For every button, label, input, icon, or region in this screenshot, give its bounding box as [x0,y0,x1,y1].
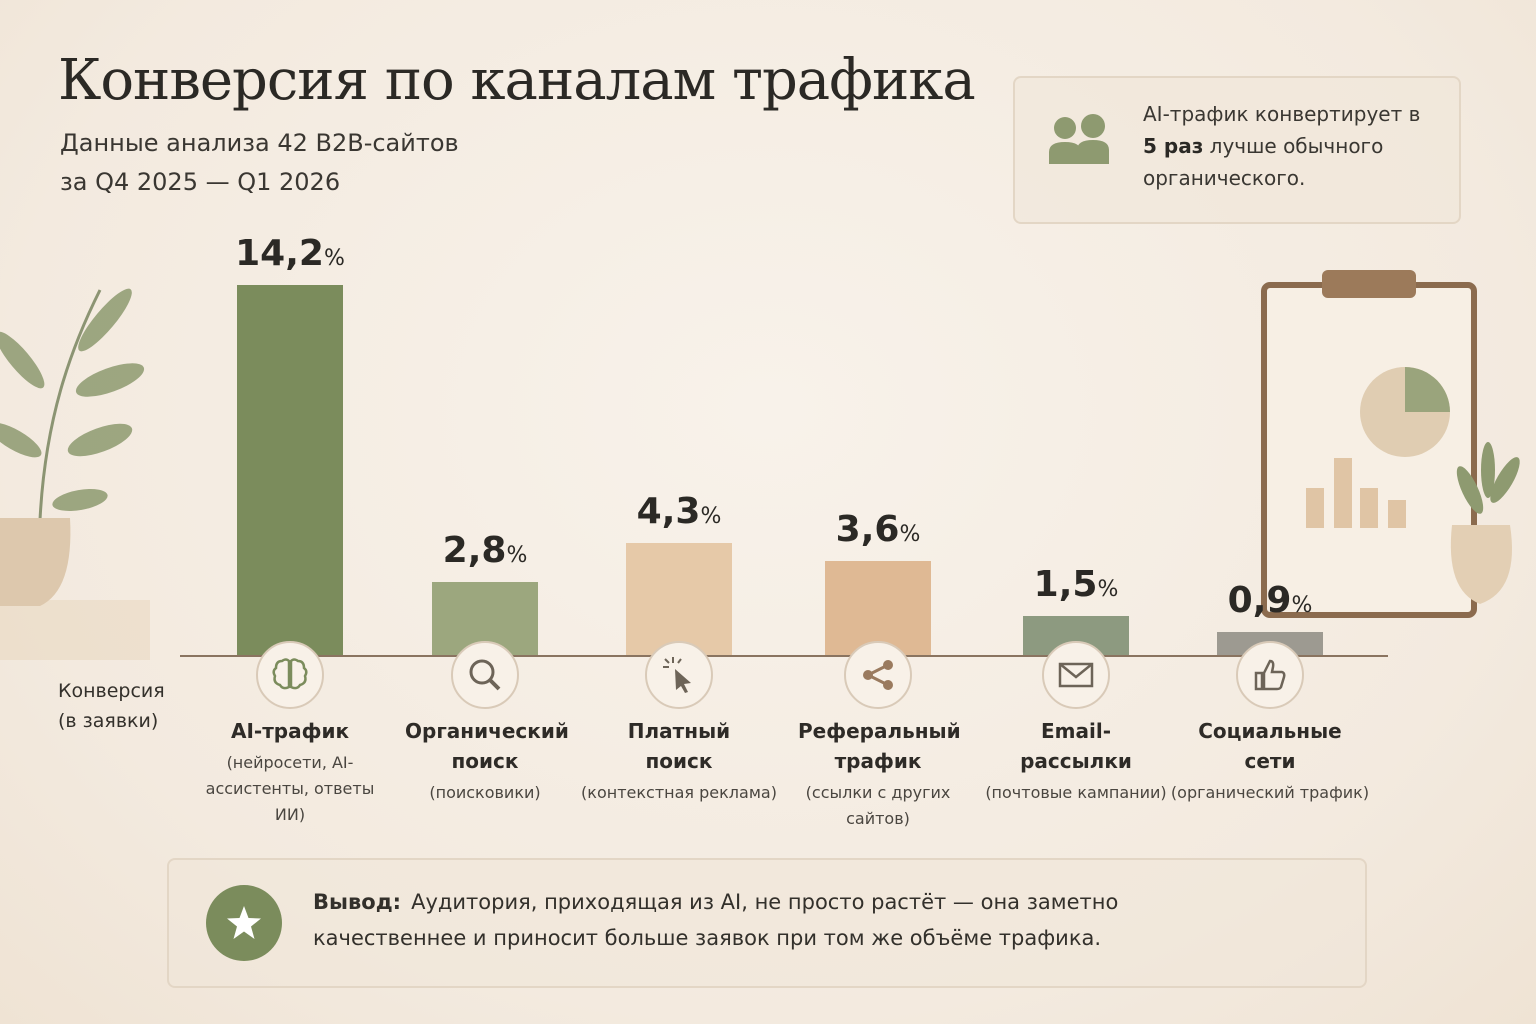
value-unit: % [1291,592,1313,618]
conclusion: Вывод: Аудитория, приходящая из AI, не пр… [167,858,1367,988]
value-number: 0,9 [1227,579,1292,621]
category-name: Платный поиск [627,719,731,773]
y-axis-label-line: (в заявки) [58,710,159,732]
value-unit: % [506,543,528,569]
category-name: Реферальный трафик [798,719,961,773]
category-description: (нейросети, AI-ассистенты, ответы ИИ) [205,753,375,824]
bar [825,561,931,655]
category-label: Платный поиск (контекстная реклама) [569,716,789,806]
subtitle-line: Данные анализа 42 B2B-сайтов [60,129,459,157]
callout-after: лучше обычного органического. [1143,134,1384,190]
category-name: Социальные сети [1198,719,1342,773]
category-icon [451,641,519,709]
value-number: 3,6 [835,509,900,551]
chart-title: Конверсия по каналам трафика [58,48,976,113]
category-description: (органический трафик) [1170,783,1370,802]
bar [626,542,732,655]
value-unit: % [1097,576,1119,602]
category-label: AI-трафик (нейросети, AI-ассистенты, отве… [180,716,400,828]
value-number: 2,8 [442,530,507,572]
value-label: 0,9% [1170,580,1370,621]
value-label: 14,2% [190,233,390,274]
callout-before: AI-трафик конвертирует в [1143,102,1421,126]
category-label: Реферальный трафик (ссылки с других сайто… [768,716,988,832]
category-label: Социальные сети (органический трафик) [1160,716,1380,806]
value-label: 4,3% [579,491,779,532]
category-label: Email-рассылки (почтовые кампании) [966,716,1186,806]
value-number: 1,5 [1033,563,1098,605]
subtitle-line: за Q4 2025 — Q1 2026 [60,168,341,196]
category-icon [844,641,912,709]
value-label: 2,8% [385,530,585,571]
value-number: 4,3 [636,490,701,532]
category-icon [1236,641,1304,709]
bar [237,285,343,655]
value-label: 1,5% [976,564,1176,605]
callout-text: AI-трафик конвертирует в 5 раз лучше обы… [1143,98,1433,194]
category-name: Email-рассылки [1020,719,1132,773]
category-name: AI-трафик [230,719,350,743]
conclusion-body: Аудитория, приходящая из AI, не просто р… [313,890,1119,950]
y-axis-label-line: Конверсия [58,680,165,702]
callout-highlight: 5 раз [1143,134,1204,158]
people-icon [1049,114,1109,164]
value-number: 14,2 [235,233,324,274]
category-icon [1042,641,1110,709]
category-description: (поисковики) [429,783,541,802]
value-unit: % [899,522,921,548]
star-icon [206,885,282,961]
conclusion-text: Вывод: Аудитория, приходящая из AI, не пр… [313,884,1253,956]
category-label: Органический поиск (поисковики) [375,716,595,806]
conclusion-label: Вывод: [313,890,402,914]
category-icon [645,641,713,709]
category-icon [256,641,324,709]
value-label: 3,6% [778,509,978,550]
category-description: (ссылки с других сайтов) [805,783,951,828]
category-description: (контекстная реклама) [581,783,777,802]
subtitle: Данные анализа 42 B2B-сайтов за Q4 2025 … [60,124,459,202]
value-unit: % [700,503,722,529]
y-axis-label: Конверсия (в заявки) [58,676,165,736]
value-unit: % [323,246,345,271]
category-name: Органический поиск [405,719,569,773]
category-description: (почтовые кампании) [985,783,1167,802]
callout: AI-трафик конвертирует в 5 раз лучше обы… [1013,76,1461,224]
